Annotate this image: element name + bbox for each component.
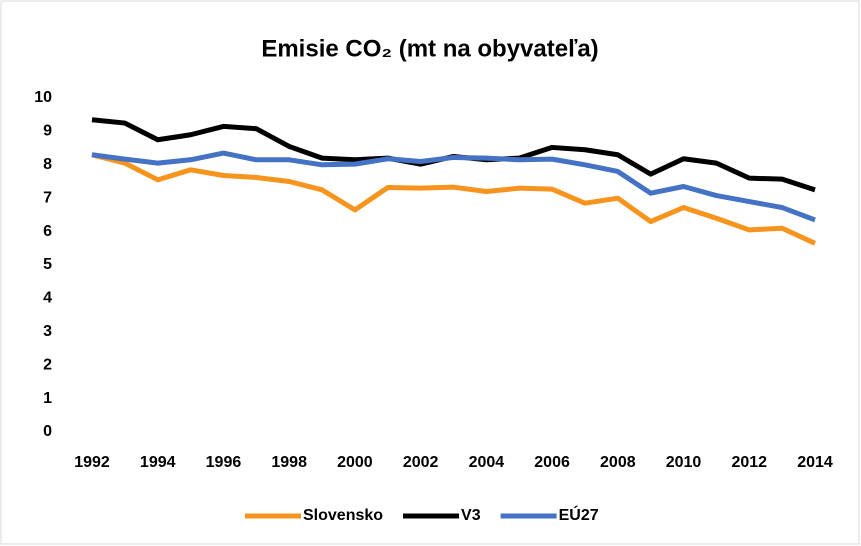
y-tick-label: 8 bbox=[43, 156, 52, 173]
y-tick-label: 3 bbox=[43, 323, 52, 340]
x-tick-label: 2002 bbox=[403, 454, 439, 471]
y-tick-label: 6 bbox=[43, 223, 52, 240]
x-tick-label: 1996 bbox=[206, 454, 242, 471]
y-tick-label: 5 bbox=[43, 256, 52, 273]
x-tick-label: 2004 bbox=[469, 454, 505, 471]
legend-label: V3 bbox=[461, 507, 481, 524]
x-tick-label: 2014 bbox=[797, 454, 833, 471]
x-tick-label: 1992 bbox=[74, 454, 110, 471]
x-tick-label: 2000 bbox=[337, 454, 373, 471]
x-tick-label: 2006 bbox=[534, 454, 570, 471]
x-tick-label: 1998 bbox=[271, 454, 307, 471]
x-tick-label: 2010 bbox=[666, 454, 702, 471]
series-line bbox=[91, 150, 816, 223]
legend-label: Slovensko bbox=[303, 507, 383, 524]
legend-label: EÚ27 bbox=[559, 505, 599, 524]
x-tick-label: 2008 bbox=[600, 454, 636, 471]
y-tick-label: 0 bbox=[43, 423, 52, 440]
x-tick-label: 1994 bbox=[140, 454, 176, 471]
y-tick-label: 4 bbox=[43, 290, 52, 307]
x-tick-label: 2012 bbox=[731, 454, 767, 471]
y-tick-label: 9 bbox=[43, 123, 52, 140]
y-tick-label: 10 bbox=[34, 89, 52, 106]
series-line bbox=[91, 152, 817, 246]
chart-title: Emisie CO₂ (mt na obyvateľa) bbox=[261, 35, 598, 62]
y-tick-label: 7 bbox=[43, 189, 52, 206]
y-tick-label: 2 bbox=[43, 356, 52, 373]
y-tick-label: 1 bbox=[43, 390, 52, 407]
